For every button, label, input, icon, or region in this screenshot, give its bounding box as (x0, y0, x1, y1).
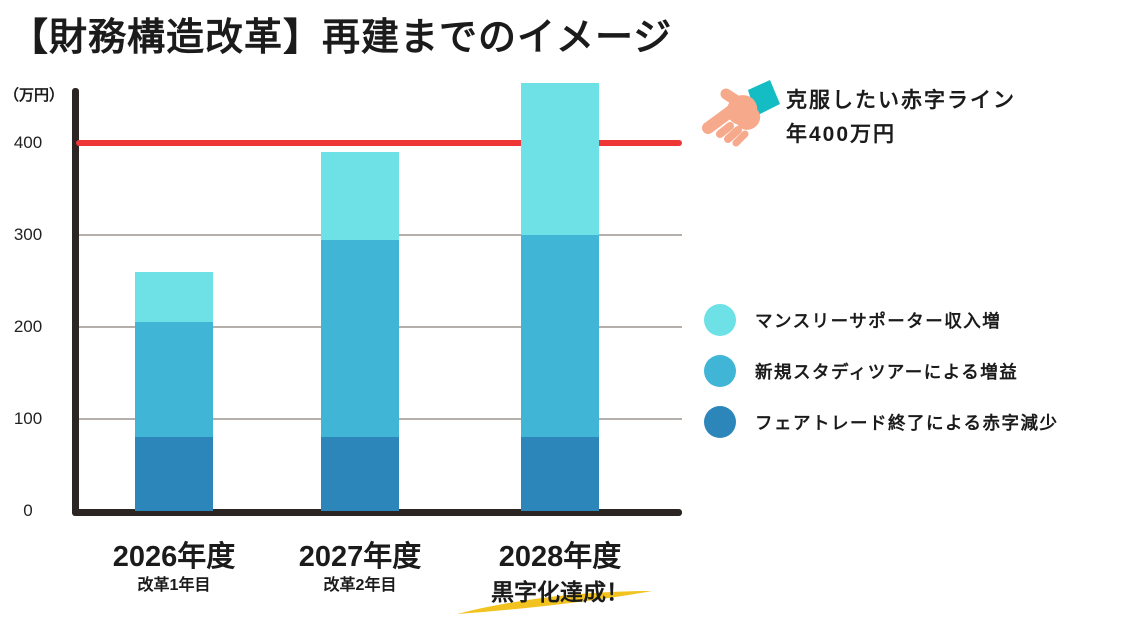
x-axis-line (72, 509, 682, 516)
y-tick-label-400: 400 (13, 133, 43, 152)
pointing-hand-icon (702, 80, 780, 147)
bar-segment (135, 322, 213, 438)
y-tick-label-300: 300 (13, 225, 43, 244)
legend-label: 新規スタディツアーによる増益 (755, 361, 1019, 382)
bar-segment (321, 152, 399, 240)
bar-segment (135, 437, 213, 511)
legend-item-monthly-supporter: マンスリーサポーター収入増 (704, 303, 1001, 337)
stacked-bar-2027年度 (321, 152, 399, 511)
y-tick-label-0: 0 (23, 501, 33, 520)
bar-segment (321, 239, 399, 438)
y-tick-label-100: 100 (13, 409, 43, 428)
stacked-bar-2028年度 (521, 83, 599, 511)
bar-segment (135, 271, 213, 323)
deficit-reference-line (76, 140, 682, 146)
legend-item-fair-trade: フェアトレード終了による赤字減少 (704, 405, 1058, 439)
legend-label: フェアトレード終了による赤字減少 (755, 412, 1059, 433)
y-axis-unit-label: （万円） (4, 87, 65, 104)
y-tick-label-200: 200 (13, 317, 43, 336)
legend-label: マンスリーサポーター収入増 (755, 310, 1002, 331)
bar-segment (521, 437, 599, 511)
bar-segment (321, 437, 399, 511)
legend-dot-medium-blue (704, 355, 736, 387)
bar-segment (521, 234, 599, 438)
x-label-sub: 改革1年目 (137, 577, 211, 594)
x-label-year: 2026年度 (112, 541, 236, 573)
deficit-annotation-line2: 年400万円 (786, 123, 897, 146)
deficit-line-annotation: 克服したい赤字ライン 年400万円 (786, 84, 1016, 152)
stacked-bar-2026年度 (135, 271, 213, 511)
yellow-brush-underline (457, 591, 652, 614)
x-label-year: 2028年度 (498, 541, 622, 573)
bar-segment (521, 83, 599, 235)
legend-item-study-tour: 新規スタディツアーによる増益 (704, 354, 1018, 388)
x-label-sub: 黒字化達成！ (491, 579, 629, 605)
y-axis-line (72, 88, 79, 514)
page-title: 【財務構造改革】再建までのイメージ (10, 17, 673, 59)
x-label-year: 2027年度 (298, 541, 422, 573)
x-label-sub: 改革2年目 (323, 577, 397, 594)
legend-dot-dark-blue (704, 406, 736, 438)
deficit-annotation-line1: 克服したい赤字ライン (786, 89, 1016, 112)
legend-dot-light-cyan (704, 304, 736, 336)
